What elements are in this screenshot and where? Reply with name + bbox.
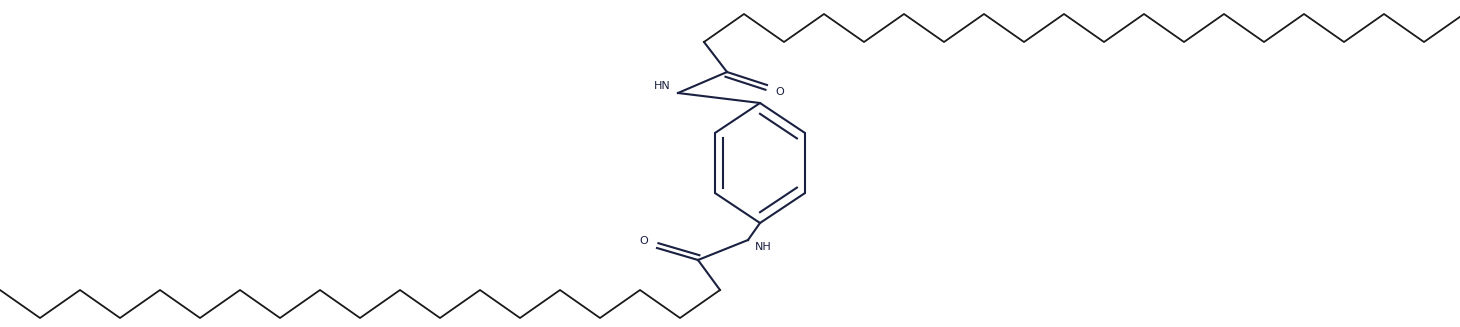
Text: O: O (775, 87, 784, 97)
Text: O: O (639, 236, 648, 246)
Text: NH: NH (755, 242, 772, 252)
Text: HN: HN (654, 81, 670, 91)
